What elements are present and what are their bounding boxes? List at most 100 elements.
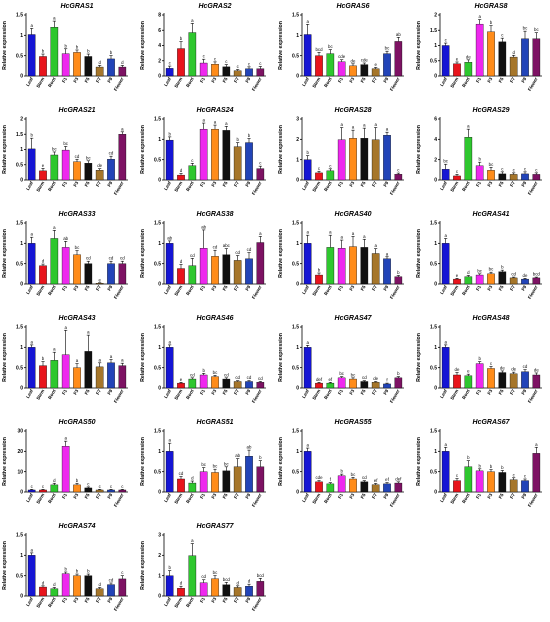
significance-letter: c [501, 33, 504, 38]
category-label: F1 [475, 76, 482, 84]
bar [498, 271, 507, 285]
bar [177, 268, 185, 285]
significance-letter: ef [385, 477, 389, 482]
category-label: Flower [251, 284, 263, 300]
significance-letter: de [534, 367, 539, 372]
bar [222, 130, 231, 181]
category-label: Root [185, 284, 195, 296]
significance-letter: c [513, 472, 516, 477]
bar [383, 258, 391, 285]
category-label: Stem [311, 181, 321, 193]
significance-letter: bc [213, 464, 218, 469]
category-label: Root [47, 596, 57, 608]
bar [441, 45, 450, 77]
category-label: F7 [233, 284, 240, 292]
bar [165, 68, 174, 77]
significance-letter: d [180, 168, 183, 173]
significance-letter: cd [109, 577, 114, 582]
chart-title: HcGRAS8 [474, 3, 507, 10]
category-label: F9 [244, 180, 251, 188]
category-label: Stem [311, 493, 321, 505]
category-label: F3 [210, 596, 217, 604]
significance-letter: a [535, 442, 538, 447]
y-tick-label: 0.5 [16, 365, 23, 371]
chart-panel: HcGRAS47 Relative expression 0 0.5 1 1.5 a Leaf… [278, 315, 404, 404]
category-label: F7 [509, 284, 516, 292]
category-label: F5 [222, 596, 229, 604]
bar [464, 466, 473, 493]
bar [222, 66, 231, 77]
category-label: F9 [106, 492, 113, 500]
category-label: Root [323, 180, 333, 192]
significance-letter: a [76, 358, 79, 363]
significance-letter: a [374, 122, 377, 127]
significance-letter: bc [213, 570, 218, 575]
bar [233, 381, 242, 389]
category-label: F5 [222, 180, 229, 188]
category-label: Leaf [301, 284, 310, 295]
significance-letter: d [191, 476, 194, 481]
bar [73, 367, 81, 389]
significance-letter: a [191, 18, 194, 23]
category-label: F3 [72, 492, 79, 500]
y-tick-label: 1.5 [16, 325, 23, 331]
category-label: F9 [106, 596, 113, 604]
significance-letter: de [373, 376, 378, 381]
significance-letter: d [236, 580, 239, 585]
y-tick-label: 0 [296, 178, 299, 184]
significance-letter: a [202, 118, 205, 123]
category-label: Root [461, 492, 471, 504]
y-tick-label: 3 [296, 117, 299, 123]
category-label: F7 [95, 180, 102, 188]
bar [256, 581, 265, 597]
category-label: F5 [222, 492, 229, 500]
category-label: Root [47, 388, 57, 400]
bar [233, 70, 242, 77]
y-tick-label: 0.5 [430, 469, 437, 475]
bar [188, 378, 197, 389]
bar [303, 34, 312, 77]
significance-letter: bc [534, 27, 539, 32]
significance-letter: bc [443, 159, 448, 164]
significance-letter: a [478, 14, 481, 19]
significance-letter: def [395, 476, 402, 481]
bar [165, 243, 174, 285]
category-label: F1 [61, 492, 68, 500]
significance-letter: cd [523, 364, 528, 369]
category-label: F7 [371, 492, 378, 500]
y-tick-label: 1 [296, 157, 299, 163]
significance-letter: a [30, 232, 33, 237]
significance-letter: b [168, 131, 171, 136]
bar [118, 263, 127, 285]
bar [211, 376, 219, 389]
category-label: Leaf [301, 388, 310, 399]
category-label: Leaf [163, 180, 172, 191]
y-tick-label: 0.5 [292, 53, 299, 59]
significance-letter: a [214, 120, 217, 125]
significance-letter: c [121, 484, 124, 489]
significance-letter: a [121, 126, 124, 131]
y-tick-label: 1.5 [430, 221, 437, 227]
significance-letter: cde [338, 54, 346, 59]
y-tick-label: 0.5 [292, 261, 299, 267]
category-label: F9 [244, 492, 251, 500]
category-label: F1 [199, 388, 206, 396]
category-label: F5 [498, 388, 505, 396]
y-tick-label: 2 [158, 553, 161, 559]
y-tick-label: 0 [20, 74, 23, 80]
category-label: F5 [84, 76, 91, 84]
bar [61, 573, 70, 597]
category-label: Stem [35, 77, 45, 89]
bar [95, 588, 104, 597]
y-axis-label: Relative expression [278, 21, 284, 70]
category-label: Leaf [25, 596, 34, 607]
y-tick-label: 1 [434, 449, 437, 455]
category-label: F9 [106, 76, 113, 84]
bar [441, 243, 450, 285]
significance-letter: cd [247, 247, 252, 252]
significance-letter: a [168, 339, 171, 344]
category-label: Leaf [25, 388, 34, 399]
bar [118, 489, 127, 493]
bar [245, 456, 253, 493]
y-tick-label: 0 [20, 282, 23, 288]
